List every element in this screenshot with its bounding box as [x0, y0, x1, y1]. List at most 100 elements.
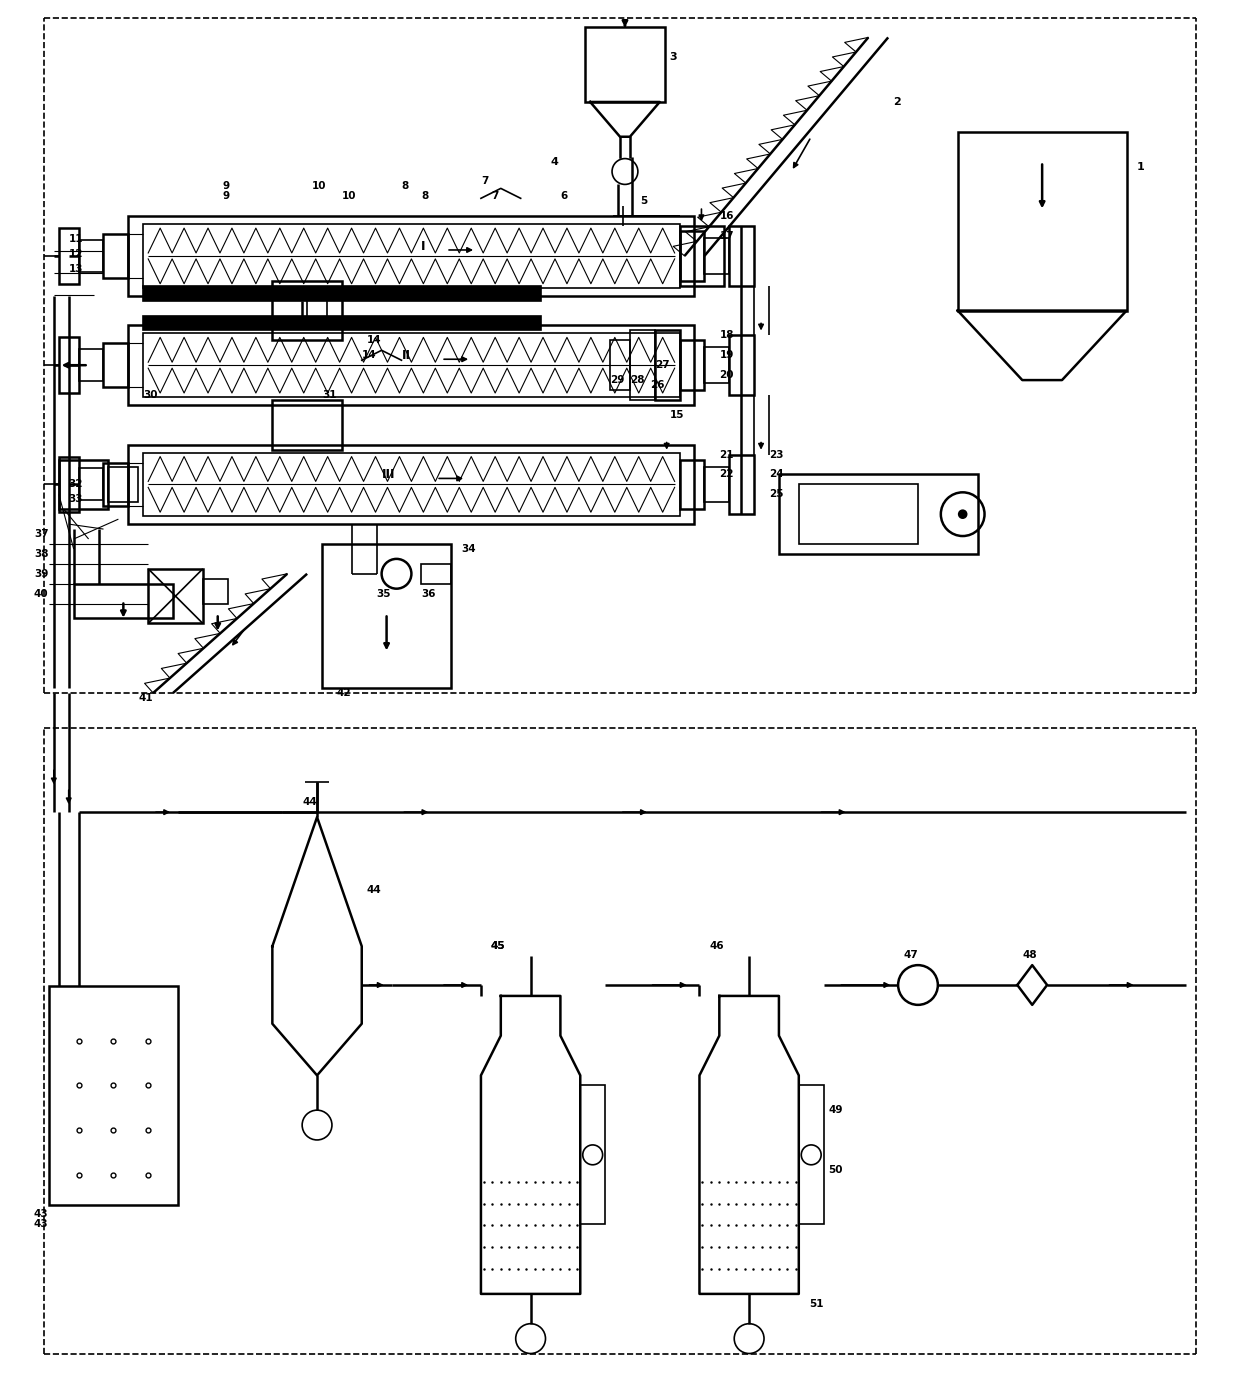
Text: 8: 8 — [422, 192, 429, 201]
Text: 30: 30 — [144, 390, 157, 400]
Text: 7: 7 — [491, 192, 498, 201]
Text: 24: 24 — [769, 470, 784, 480]
Text: 19: 19 — [719, 350, 734, 360]
Bar — [144, 452, 680, 517]
Text: 11: 11 — [68, 234, 83, 244]
Text: 48: 48 — [1022, 951, 1037, 960]
Bar — [322, 544, 451, 688]
Text: 47: 47 — [903, 951, 918, 960]
Bar — [630, 331, 655, 400]
Bar — [680, 232, 704, 281]
Circle shape — [959, 510, 967, 518]
Text: 2: 2 — [893, 96, 901, 107]
Bar — [48, 987, 179, 1204]
Bar — [704, 238, 729, 274]
Bar — [203, 579, 228, 604]
Text: 32: 32 — [68, 480, 83, 489]
Text: 49: 49 — [828, 1105, 843, 1115]
Bar — [729, 335, 754, 395]
Text: 27: 27 — [655, 360, 670, 371]
Bar — [585, 28, 665, 102]
Text: 45: 45 — [491, 941, 506, 951]
Text: 44: 44 — [367, 885, 382, 894]
Text: 45: 45 — [491, 941, 506, 951]
Text: 10: 10 — [342, 192, 356, 201]
Bar — [128, 325, 694, 405]
Bar — [273, 400, 342, 449]
Text: 44: 44 — [303, 798, 317, 808]
Text: 16: 16 — [719, 211, 734, 220]
Text: 23: 23 — [769, 449, 784, 459]
Text: 50: 50 — [828, 1164, 843, 1174]
Bar — [103, 463, 128, 506]
Bar — [655, 331, 680, 400]
Bar — [78, 240, 103, 271]
Bar — [680, 459, 704, 510]
Bar — [78, 349, 103, 382]
Text: 7: 7 — [481, 176, 489, 186]
Text: 13: 13 — [68, 263, 83, 274]
Bar — [144, 316, 541, 331]
Text: 14: 14 — [367, 335, 382, 346]
Text: 29: 29 — [610, 375, 625, 384]
Text: 18: 18 — [719, 331, 734, 340]
Text: I: I — [422, 240, 425, 254]
Text: 22: 22 — [719, 470, 734, 480]
Bar — [729, 455, 754, 514]
Bar — [799, 485, 918, 544]
Bar — [78, 469, 103, 500]
Bar — [58, 338, 78, 393]
Text: 34: 34 — [461, 544, 476, 554]
Text: 39: 39 — [33, 569, 48, 579]
Text: 15: 15 — [670, 409, 684, 420]
Text: 4: 4 — [551, 157, 558, 167]
Text: 25: 25 — [769, 489, 784, 499]
Bar — [73, 584, 174, 619]
Text: 12: 12 — [68, 249, 83, 259]
Text: 5: 5 — [640, 196, 647, 207]
Text: 41: 41 — [138, 693, 153, 703]
Bar — [58, 459, 108, 510]
Bar — [144, 333, 680, 397]
Bar — [58, 456, 78, 513]
Text: 43: 43 — [33, 1210, 48, 1220]
Text: 46: 46 — [709, 941, 724, 951]
Bar — [128, 216, 694, 296]
Text: 1: 1 — [1137, 161, 1145, 171]
Text: 17: 17 — [719, 232, 734, 241]
Bar — [799, 1086, 823, 1225]
Bar — [580, 1086, 605, 1225]
Text: 43: 43 — [33, 1220, 48, 1229]
Bar — [103, 343, 128, 387]
Text: 6: 6 — [560, 192, 568, 201]
Text: 51: 51 — [808, 1299, 823, 1309]
Text: II: II — [402, 349, 410, 362]
Bar — [273, 281, 342, 340]
Bar — [108, 467, 138, 502]
Bar — [144, 225, 680, 288]
Bar — [58, 229, 78, 284]
Text: 31: 31 — [322, 390, 336, 400]
Bar — [704, 467, 729, 502]
Bar — [149, 569, 203, 623]
Text: 37: 37 — [33, 529, 48, 539]
Bar — [729, 226, 754, 285]
Text: 9: 9 — [223, 182, 229, 192]
Bar — [103, 234, 128, 278]
Bar — [680, 226, 724, 285]
Text: 42: 42 — [337, 688, 352, 697]
Text: 28: 28 — [630, 375, 645, 384]
Bar — [680, 340, 704, 390]
Bar — [957, 132, 1127, 310]
Bar — [422, 564, 451, 584]
Text: 10: 10 — [312, 182, 326, 192]
Text: 33: 33 — [68, 495, 83, 504]
Text: 20: 20 — [719, 371, 734, 380]
Text: 3: 3 — [670, 52, 677, 62]
Text: 8: 8 — [402, 182, 409, 192]
Text: 36: 36 — [422, 588, 435, 598]
Text: 21: 21 — [719, 449, 734, 459]
Bar — [144, 285, 541, 300]
Text: 26: 26 — [650, 380, 665, 390]
Bar — [610, 340, 630, 390]
